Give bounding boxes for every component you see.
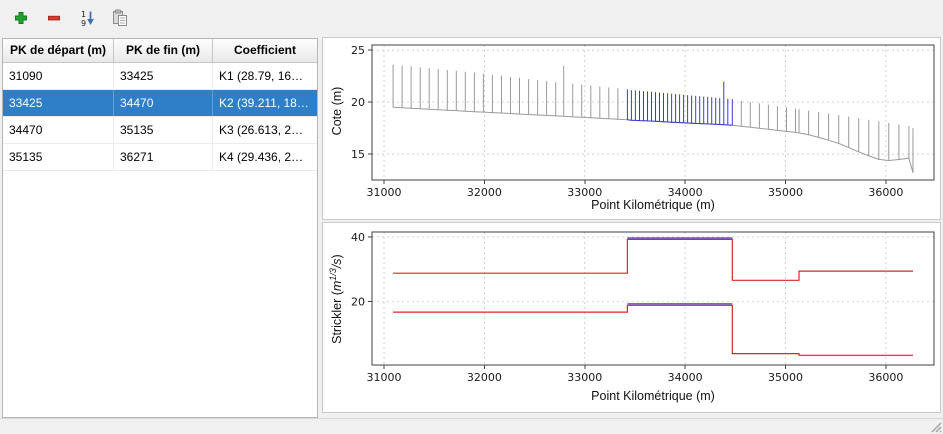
cell-pk-fin[interactable]: 33425 [114, 63, 213, 89]
cote-ylabel: Cote (m) [330, 86, 344, 136]
sort-numeric-icon: 1 9 [81, 10, 94, 27]
paste-icon [113, 9, 127, 26]
svg-text:33000: 33000 [567, 186, 602, 199]
svg-text:40: 40 [351, 231, 365, 244]
column-header-pk-fin[interactable]: PK de fin (m) [114, 39, 213, 62]
sort-button[interactable]: 1 9 [74, 5, 100, 31]
cell-coefficient[interactable]: K2 (39.211, 18… [219, 96, 309, 110]
cell-pk-depart[interactable]: 33425 [3, 90, 114, 116]
cell-pk-depart[interactable]: 35135 [3, 144, 114, 170]
resize-grip-icon[interactable] [929, 420, 942, 433]
cell-coefficient[interactable]: K3 (26.613, 2… [219, 123, 304, 137]
cell-coefficient[interactable]: K1 (28.79, 16… [219, 69, 304, 83]
status-bar [0, 418, 943, 434]
paste-button[interactable] [107, 5, 133, 31]
table-row[interactable]: 31090 33425 K1 (28.79, 16… [3, 63, 317, 90]
strickler-ylabel: Strickler (m1/3/s) [327, 254, 345, 344]
svg-text:35000: 35000 [768, 186, 803, 199]
add-button[interactable] [8, 5, 34, 31]
column-header-coefficient[interactable]: Coefficient [233, 43, 296, 57]
cell-pk-fin[interactable]: 35135 [114, 117, 213, 143]
cote-chart-svg[interactable]: 31000 32000 33000 34000 35000 36000 15 20 25 [323, 38, 940, 219]
cote-xlabel: Point Kilométrique (m) [591, 198, 715, 212]
svg-text:1: 1 [81, 10, 86, 19]
svg-text:31000: 31000 [367, 186, 402, 199]
svg-text:25: 25 [351, 44, 365, 57]
toolbar: 1 9 [0, 0, 943, 36]
svg-text:34000: 34000 [668, 186, 703, 199]
table-header: PK de départ (m) PK de fin (m) Coefficie… [3, 39, 317, 63]
svg-text:36000: 36000 [868, 186, 903, 199]
minus-icon [48, 15, 60, 21]
cell-pk-depart[interactable]: 31090 [3, 63, 114, 89]
cell-coefficient[interactable]: K4 (29.436, 2… [219, 150, 304, 164]
svg-text:9: 9 [81, 19, 86, 27]
table-row[interactable]: 33425 34470 K2 (39.211, 18… [3, 90, 317, 117]
svg-text:15: 15 [351, 148, 365, 161]
svg-text:35000: 35000 [768, 371, 803, 384]
cote-chart-panel: 31000 32000 33000 34000 35000 36000 15 20 25 Cot… [322, 37, 941, 220]
remove-button[interactable] [41, 5, 67, 31]
svg-text:31000: 31000 [367, 371, 402, 384]
cell-pk-fin[interactable]: 36271 [114, 144, 213, 170]
svg-text:34000: 34000 [668, 371, 703, 384]
strickler-chart-panel: 31000 32000 33000 34000 35000 36000 20 40 Stric… [322, 222, 941, 413]
column-header-pk-depart[interactable]: PK de départ (m) [3, 39, 114, 62]
svg-text:33000: 33000 [567, 371, 602, 384]
table-row[interactable]: 35135 36271 K4 (29.436, 2… [3, 144, 317, 171]
strickler-xlabel: Point Kilométrique (m) [591, 389, 715, 403]
cell-pk-depart[interactable]: 34470 [3, 117, 114, 143]
coefficients-table: PK de départ (m) PK de fin (m) Coefficie… [2, 38, 318, 418]
strickler-chart-svg[interactable]: 31000 32000 33000 34000 35000 36000 20 40 [323, 223, 940, 412]
svg-text:32000: 32000 [467, 186, 502, 199]
plus-icon [15, 12, 27, 24]
table-row[interactable]: 34470 35135 K3 (26.613, 2… [3, 117, 317, 144]
svg-text:20: 20 [351, 296, 365, 309]
svg-text:36000: 36000 [868, 371, 903, 384]
svg-text:32000: 32000 [467, 371, 502, 384]
svg-text:20: 20 [351, 96, 365, 109]
cell-pk-fin[interactable]: 34470 [114, 90, 213, 116]
